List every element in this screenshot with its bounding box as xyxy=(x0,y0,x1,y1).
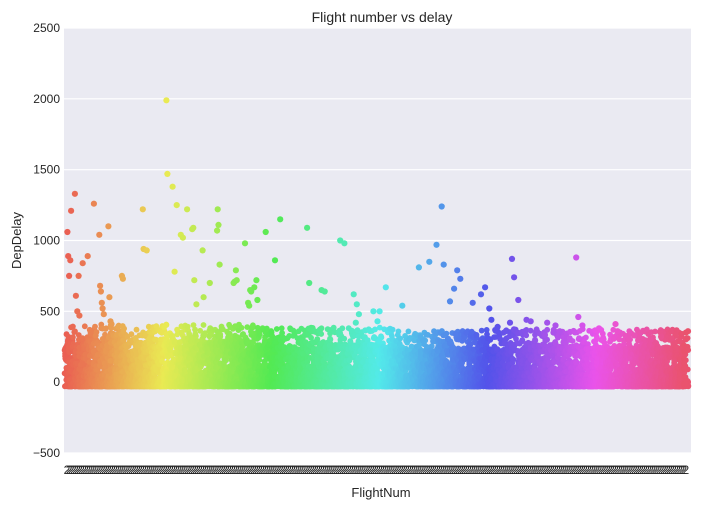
data-point xyxy=(102,326,109,332)
data-point xyxy=(79,335,86,341)
data-point xyxy=(305,349,312,355)
data-point xyxy=(339,325,346,332)
data-point xyxy=(218,326,225,333)
data-point xyxy=(248,328,254,335)
data-point xyxy=(200,322,207,328)
data-point xyxy=(298,325,305,332)
data-point xyxy=(103,349,109,355)
data-point xyxy=(206,333,213,340)
data-point xyxy=(92,332,99,339)
data-point xyxy=(207,325,214,331)
data-point xyxy=(327,336,334,343)
data-point xyxy=(120,328,127,335)
data-point xyxy=(238,324,245,331)
data-point xyxy=(161,324,168,331)
data-point xyxy=(215,354,221,361)
data-point xyxy=(102,363,109,370)
data-point xyxy=(92,323,98,330)
data-point xyxy=(318,331,325,337)
data-point xyxy=(142,368,149,375)
data-point xyxy=(133,326,140,333)
data-point xyxy=(240,331,247,337)
data-point xyxy=(341,335,348,342)
data-point xyxy=(290,327,297,334)
data-point xyxy=(153,323,160,329)
data-point xyxy=(72,328,78,335)
data-point xyxy=(279,330,285,336)
data-point xyxy=(81,323,88,330)
data-point xyxy=(300,350,306,357)
data-point xyxy=(201,332,207,339)
data-points xyxy=(61,97,692,390)
data-point xyxy=(204,350,211,356)
data-point xyxy=(346,357,353,364)
data-point xyxy=(246,359,252,366)
data-point xyxy=(337,331,344,337)
data-point xyxy=(192,331,199,337)
data-point xyxy=(169,333,176,340)
data-point xyxy=(68,324,74,331)
data-point xyxy=(61,347,68,354)
data-point xyxy=(70,334,76,341)
data-point xyxy=(107,357,114,364)
data-point xyxy=(99,336,106,342)
data-point xyxy=(268,329,275,336)
data-point xyxy=(153,367,160,373)
data-point xyxy=(90,348,97,355)
data-point xyxy=(184,323,191,330)
data-point xyxy=(94,367,101,373)
data-point xyxy=(273,326,280,332)
data-point xyxy=(227,324,234,331)
data-point xyxy=(65,333,72,340)
data-point xyxy=(167,347,174,354)
data-point xyxy=(105,334,112,341)
